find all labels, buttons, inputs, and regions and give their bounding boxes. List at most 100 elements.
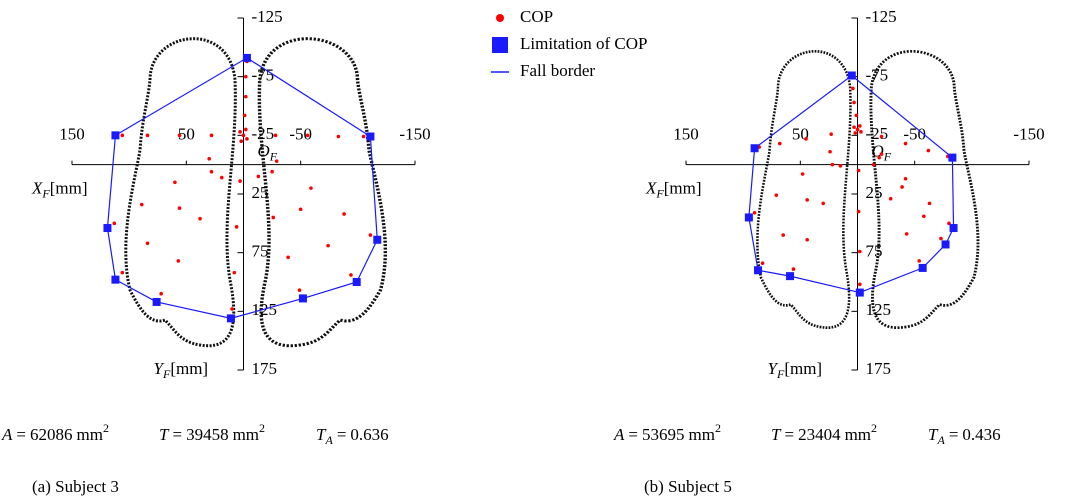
subscript: F (269, 149, 278, 163)
cop-point (176, 259, 181, 263)
symbol: Y (768, 359, 779, 378)
cop-point (243, 94, 248, 99)
left-foot (756, 49, 852, 330)
subscript: F (883, 149, 892, 163)
metric: TA = 0.636 (316, 425, 389, 447)
cop-point (821, 201, 825, 206)
cop-point (800, 172, 805, 176)
symbol: O (258, 142, 270, 161)
legend-dot (496, 14, 504, 22)
symbol: O (872, 142, 884, 161)
unit: mm (845, 425, 871, 444)
limit-point (352, 278, 361, 286)
cop-point (177, 206, 182, 210)
cop-point (851, 86, 855, 91)
cop-point (804, 137, 808, 141)
limit-point (242, 53, 251, 62)
power: 2 (715, 421, 721, 435)
metric-value: 62086 (30, 425, 73, 444)
cop-point (271, 215, 276, 220)
cop-point (926, 148, 931, 153)
cop-point (922, 214, 926, 219)
symbol: X (645, 179, 657, 198)
symbol: T (928, 425, 939, 444)
cop-point (361, 134, 366, 139)
cop-point (904, 232, 909, 236)
cop-point (805, 237, 809, 242)
equals: = (949, 425, 959, 444)
cop-point (939, 236, 943, 241)
metric: A = 62086 mm2 (1, 421, 109, 444)
legend-label: Limitation of COP (520, 34, 648, 53)
cop-point (286, 255, 290, 260)
cop-point (120, 270, 125, 275)
limit-point (152, 297, 161, 306)
cop-point (838, 164, 843, 168)
left-foot (124, 37, 237, 348)
cop-point (888, 196, 893, 201)
limit-point (103, 224, 112, 233)
limit-point (855, 288, 864, 297)
subscript: F (41, 186, 50, 200)
cop-point (120, 133, 125, 138)
subscript: F (655, 186, 664, 200)
limit-point (744, 213, 753, 222)
limit-point (111, 131, 120, 140)
limit-point (366, 132, 375, 141)
cop-point (752, 210, 757, 215)
unit: [mm] (170, 359, 208, 378)
limit-point (750, 144, 759, 153)
unit: [mm] (784, 359, 822, 378)
cop-point (177, 133, 182, 138)
metric: TA = 0.436 (928, 425, 1001, 447)
limit-point (949, 224, 958, 233)
cop-point (139, 202, 144, 207)
y-tick-label: 175 (252, 359, 278, 378)
x-axis-label: XF[mm] (31, 179, 88, 201)
power: 2 (259, 421, 265, 435)
cop-point (853, 131, 858, 135)
subscript: A (324, 433, 333, 447)
cop-point (760, 261, 765, 266)
equals: = (172, 425, 182, 444)
unit: mm (76, 425, 102, 444)
symbol: X (31, 179, 43, 198)
limit-point (226, 314, 235, 323)
metric-value: 23404 (798, 425, 841, 444)
cop-point (805, 198, 809, 202)
cop-point (349, 273, 353, 277)
cop-point (238, 179, 242, 183)
y-tick-label: 25 (252, 183, 269, 202)
cop-point (852, 125, 856, 129)
cop-point (145, 241, 150, 246)
y-tick-label: 75 (252, 242, 269, 261)
legend-label: Fall border (520, 61, 595, 80)
legend-label: COP (520, 7, 553, 26)
cop-point (159, 291, 163, 296)
equals: = (628, 425, 638, 444)
cop-point (305, 133, 310, 138)
metric: T = 23404 mm2 (771, 421, 877, 444)
symbol: T (316, 425, 327, 444)
cop-point (270, 169, 274, 174)
cop-point (859, 130, 863, 134)
cop-point (854, 113, 859, 118)
cop-point (309, 186, 313, 190)
y-tick-label: 75 (866, 242, 883, 261)
x-tick-label: 150 (673, 125, 699, 144)
subscript: A (936, 433, 945, 447)
unit: [mm] (50, 179, 88, 198)
y-tick-label: 175 (866, 359, 892, 378)
subscript: F (162, 367, 171, 381)
unit: mm (233, 425, 259, 444)
cop-point (856, 209, 861, 214)
cop-point (830, 162, 835, 167)
equals: = (784, 425, 794, 444)
cop-point (828, 149, 832, 154)
limit-point (298, 294, 307, 303)
y-axis-label: YF[mm] (154, 359, 209, 381)
cop-point (857, 249, 862, 254)
cop-point (857, 124, 862, 128)
cop-point (368, 233, 373, 237)
